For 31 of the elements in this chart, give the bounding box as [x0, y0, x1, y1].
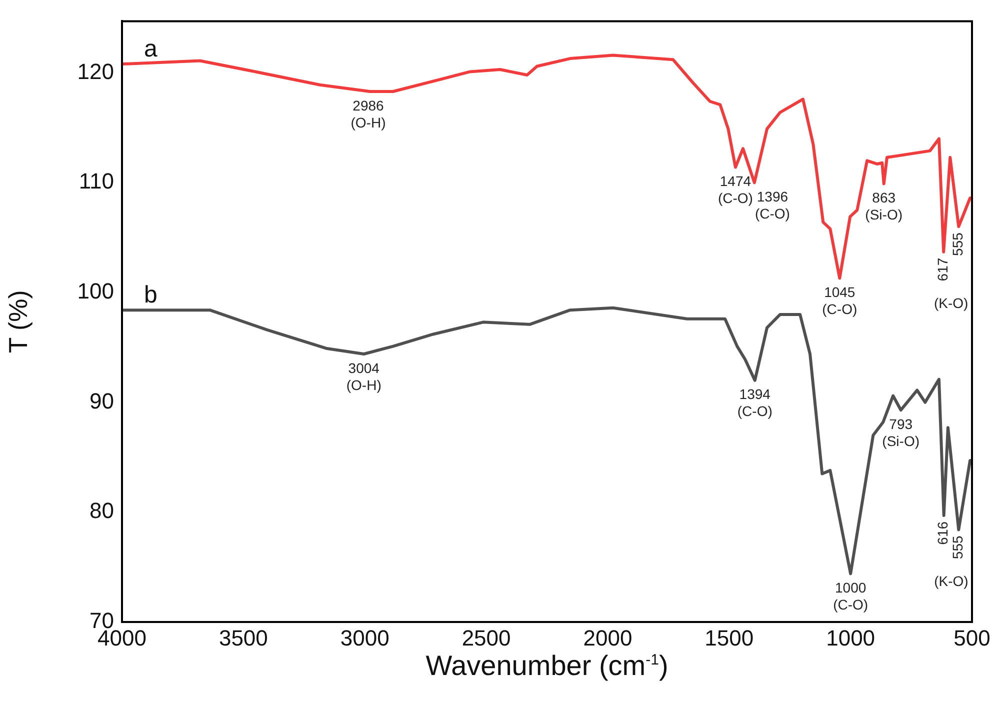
x-tick-label: 2000 [583, 625, 632, 650]
x-tick-label: 1500 [704, 625, 754, 650]
series-label: a [144, 36, 158, 63]
x-tick-label: 3000 [340, 625, 390, 650]
annotation: 793 (Si-O) [882, 416, 920, 449]
annotation: 1396 (C-O) [754, 188, 790, 222]
annotation: 616 [934, 521, 951, 545]
annotation: 555 [950, 232, 966, 256]
y-tick-label: 110 [78, 168, 114, 194]
annotation: 1045 (C-O) [822, 284, 858, 318]
x-tick-label: 1000 [826, 625, 876, 650]
annotation: 1000 (C-O) [833, 580, 868, 613]
y-tick-label: 90 [90, 388, 114, 414]
annotation: 555 [950, 536, 966, 560]
y-axis-title: T (%) [2, 290, 33, 354]
series-label: b [144, 282, 158, 309]
annotation: 2986 (O-H) [350, 97, 386, 130]
y-tick-label: 100 [77, 278, 114, 304]
x-tick-label: 3500 [218, 625, 268, 650]
x-axis-title: Wavenumber (cm$^{-1}$) [424, 650, 670, 682]
x-tick-label: 2500 [462, 625, 511, 650]
annotation: 617 [934, 258, 950, 282]
annotation: 1474 (C-O) [718, 173, 753, 206]
annotation: 863 (Si-O) [865, 190, 903, 223]
y-tick-label: 80 [90, 498, 114, 524]
annotation: (K-O) [934, 295, 968, 312]
annotation: 1394 (C-O) [737, 386, 772, 420]
y-tick-label: 120 [77, 58, 114, 84]
x-tick-label: 500 [954, 625, 990, 650]
annotation: 3004 (O-H) [346, 360, 382, 393]
annotation: (K-O) [934, 572, 968, 589]
